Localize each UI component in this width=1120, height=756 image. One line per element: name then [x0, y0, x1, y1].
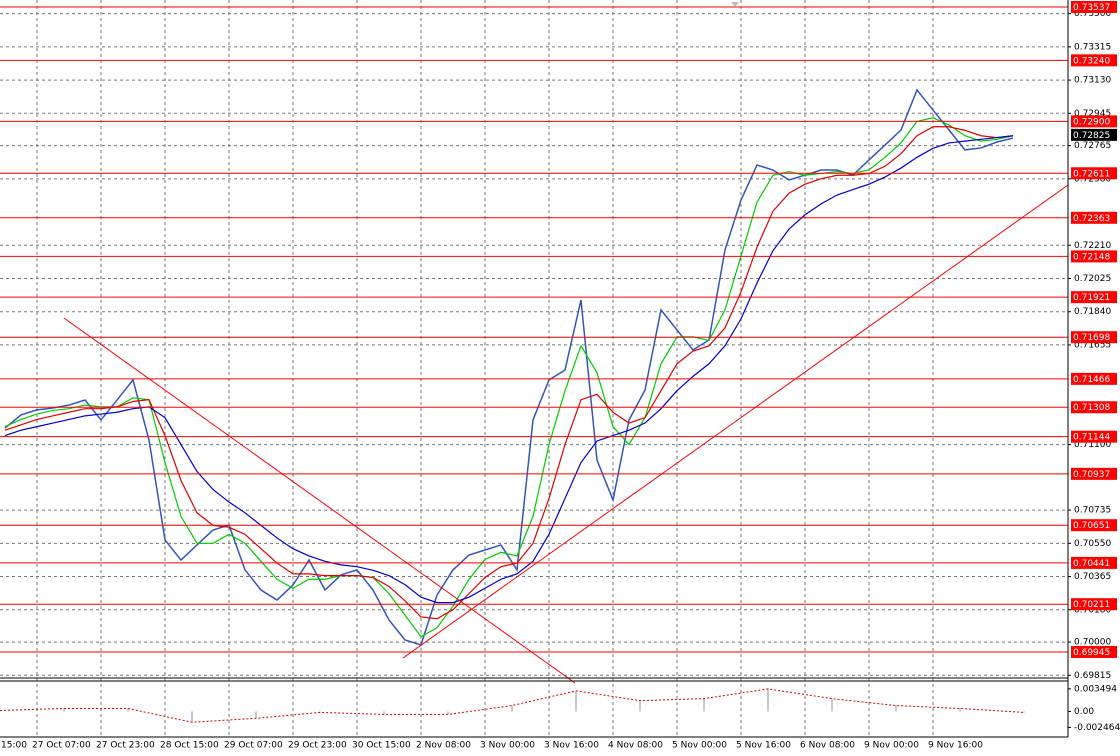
level-label-box [1071, 372, 1117, 385]
level-label: 0.70651 [1073, 521, 1110, 531]
y-tick-label: 0.70180 [1074, 605, 1111, 615]
oscillator-bar [511, 705, 513, 712]
level-label: 0.71698 [1073, 333, 1110, 343]
level-label-box [1071, 1, 1117, 14]
oscillator-bar [959, 708, 961, 712]
level-label-box [1071, 250, 1117, 263]
x-tick-label: 29 Oct 07:00 [224, 741, 283, 751]
level-label-box [1071, 401, 1117, 414]
oscillator-bar [1023, 711, 1025, 713]
y-tick-label: 0.71100 [1074, 440, 1111, 450]
level-label: 0.72611 [1073, 169, 1110, 179]
trend-line [63, 317, 576, 684]
level-label: 0.71466 [1073, 375, 1110, 385]
grid-layer [0, 0, 1068, 737]
level-label-box [1071, 331, 1117, 344]
level-label-box [1071, 167, 1117, 180]
level-label-box [1071, 519, 1117, 532]
x-tick-label: 6 Nov 08:00 [800, 741, 855, 751]
level-label: 0.72148 [1073, 252, 1110, 262]
level-label-box [1071, 54, 1117, 67]
x-tick-label: 9 Nov 00:00 [864, 741, 919, 751]
level-label-box [1071, 115, 1117, 128]
level-label-box [1071, 211, 1117, 224]
x-tick-label: 3 Nov 00:00 [480, 741, 535, 751]
level-label: 0.73240 [1073, 56, 1110, 66]
level-label-box [1071, 467, 1117, 480]
oscillator-bar [63, 708, 65, 712]
level-label: 0.69945 [1073, 648, 1110, 658]
x-tick-label: 5 Nov 16:00 [736, 741, 791, 751]
level-label-box [1071, 291, 1117, 304]
y-tick-label: 0.71840 [1074, 307, 1111, 317]
level-label: 0.72900 [1073, 117, 1110, 127]
y-tick-label: 0.73315 [1074, 42, 1111, 52]
y-tick-label: 0.70365 [1074, 572, 1111, 582]
y-tick-label: 0.70550 [1074, 539, 1111, 549]
current-price-box [1071, 128, 1117, 141]
shift-marker [731, 2, 739, 7]
level-label-box [1071, 645, 1117, 658]
oscillator-bar [767, 688, 769, 712]
level-label: 0.70937 [1073, 470, 1110, 480]
y-tick-label: 0.72945 [1074, 109, 1111, 119]
x-tick-label: 2 Nov 08:00 [416, 741, 471, 751]
level-label: 0.70441 [1073, 559, 1110, 569]
y-tick-label: 0.73130 [1074, 76, 1111, 86]
level-label: 0.70211 [1073, 600, 1110, 610]
x-tick-label: 4 Nov 08:00 [608, 741, 663, 751]
x-tick-label: 30 Oct 15:00 [352, 741, 411, 751]
y-tick-label: 0.72210 [1074, 241, 1111, 251]
y-tick-label: 0.00 [1074, 707, 1094, 717]
y-tick-label: 0.72580 [1074, 174, 1111, 184]
x-tick-label: 15:00 [1, 741, 27, 751]
moving-average [4, 126, 1014, 620]
oscillator-bar [255, 711, 257, 719]
trend-line [402, 184, 1069, 659]
y-tick-label: 0.71655 [1074, 340, 1111, 350]
level-label: 0.71308 [1073, 403, 1110, 413]
x-tick-label: 9 Nov 16:00 [928, 741, 983, 751]
y-tick-label: 0.72025 [1074, 274, 1111, 284]
oscillator-bar [383, 711, 385, 715]
x-tick-label: 28 Oct 15:00 [160, 741, 219, 751]
oscillator-bar [191, 711, 193, 723]
oscillator-bar [447, 711, 449, 715]
current-price-label: 0.72825 [1073, 131, 1110, 141]
y-tick-label: 0.69815 [1074, 671, 1111, 681]
level-label: 0.71921 [1073, 293, 1110, 303]
moving-average [4, 117, 1014, 638]
oscillator-bar [895, 705, 897, 712]
oscillator-bar [703, 698, 705, 712]
x-tick-label: 27 Oct 07:00 [32, 741, 91, 751]
level-label-box [1071, 430, 1117, 443]
level-label: 0.72363 [1073, 214, 1110, 224]
y-tick-label: 0.72765 [1074, 141, 1111, 151]
y-tick-label: 0.73500 [1074, 9, 1111, 19]
moving-average [4, 135, 1014, 604]
oscillator-bar [639, 700, 641, 712]
y-tick-label: -0.002464 [1074, 723, 1120, 733]
oscillator-bar [127, 708, 129, 712]
x-tick-label: 3 Nov 16:00 [544, 741, 599, 751]
oscillator-bar [575, 690, 577, 712]
level-label-box [1071, 598, 1117, 611]
y-tick-label: 0.70735 [1074, 506, 1111, 516]
level-label: 0.71144 [1073, 433, 1110, 443]
level-label: 0.73537 [1073, 3, 1110, 13]
x-tick-label: 5 Nov 00:00 [672, 741, 727, 751]
level-label-box [1071, 556, 1117, 569]
oscillator-bar [831, 698, 833, 712]
y-tick-label: 0.70000 [1074, 638, 1111, 648]
x-tick-label: 27 Oct 23:00 [96, 741, 155, 751]
x-tick-label: 29 Oct 23:00 [288, 741, 347, 751]
mark-layer [0, 6, 1068, 723]
y-tick-label: 0.003494 [1074, 684, 1117, 694]
